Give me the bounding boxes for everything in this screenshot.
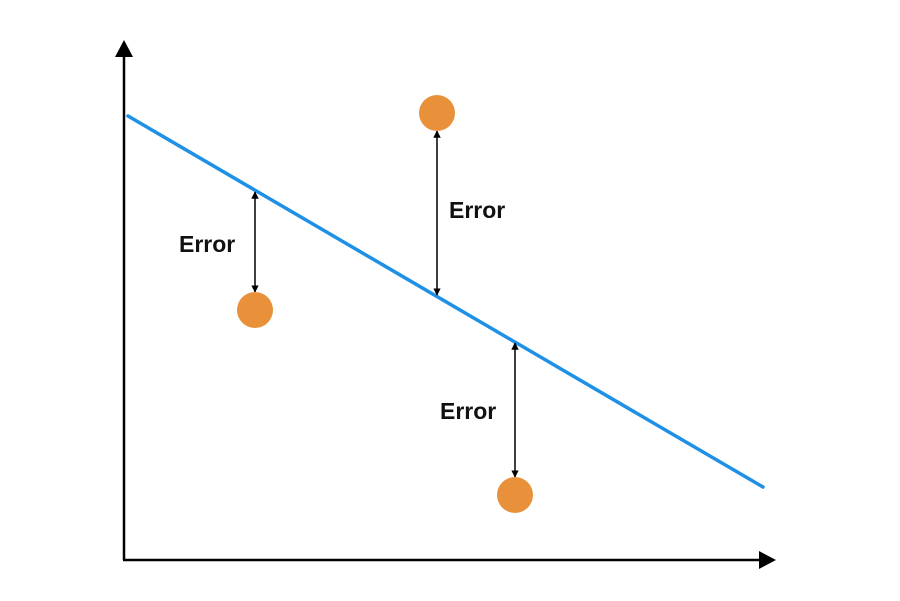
error-label-3: Error	[440, 398, 497, 424]
error-label-1: Error	[179, 231, 236, 257]
data-point-3	[497, 477, 533, 513]
x-axis-arrowhead-icon	[759, 551, 776, 569]
regression-line	[126, 114, 765, 489]
data-point-1	[237, 292, 273, 328]
y-axis-arrowhead-icon	[115, 40, 133, 57]
error-label-2: Error	[449, 197, 506, 223]
data-point-2	[419, 95, 455, 131]
